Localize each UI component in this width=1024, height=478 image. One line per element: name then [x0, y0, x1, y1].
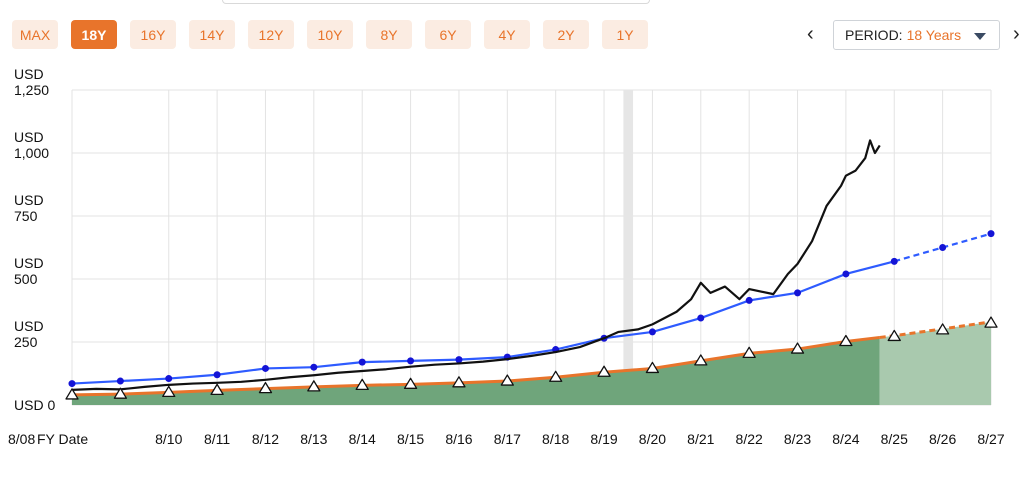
x-axis-title: FY Date	[37, 431, 88, 447]
earnings-marker	[162, 385, 176, 398]
y-tick-label: USD 1,250	[14, 66, 49, 98]
earnings-area	[72, 337, 880, 405]
earnings-marker	[839, 334, 853, 347]
y-tick-label: USD 1,000	[14, 129, 49, 161]
range-button-14y[interactable]: 14Y	[189, 20, 235, 49]
fair-value-point	[697, 314, 705, 322]
range-button-6y[interactable]: 6Y	[425, 20, 471, 49]
y-tick-label: USD 250	[14, 318, 44, 350]
earnings-forecast-area	[879, 321, 991, 405]
range-button-18y[interactable]: 18Y	[71, 20, 117, 49]
range-button-8y[interactable]: 8Y	[366, 20, 412, 49]
fair-value-line	[71, 260, 895, 385]
range-button-10y[interactable]: 10Y	[307, 20, 353, 49]
range-button-12y[interactable]: 12Y	[248, 20, 294, 49]
y-tick-label: USD 750	[14, 192, 44, 224]
fair-value-point	[261, 364, 269, 372]
range-button-4y[interactable]: 4Y	[484, 20, 530, 49]
range-button-1y[interactable]: 1Y	[602, 20, 648, 49]
x-tick-label: 8/15	[397, 431, 424, 447]
recession-band	[623, 90, 634, 405]
earnings-marker	[887, 329, 901, 342]
range-button-2y[interactable]: 2Y	[543, 20, 589, 49]
x-tick-label: 8/26	[929, 431, 956, 447]
x-tick-label: 8/20	[639, 431, 666, 447]
earnings-marker	[65, 388, 79, 400]
period-label: PERIOD:	[845, 27, 903, 43]
earnings-marker	[984, 316, 998, 328]
earnings-marker	[258, 381, 273, 394]
earnings-marker	[935, 323, 950, 335]
earnings-marker	[500, 374, 514, 386]
chevron-right-icon[interactable]: ›	[1013, 23, 1020, 45]
x-tick-label: 8/22	[736, 431, 763, 447]
price-line	[71, 139, 881, 391]
fair-value-point	[116, 377, 124, 385]
range-button-16y[interactable]: 16Y	[130, 20, 176, 49]
fair-value-point	[939, 244, 947, 251]
earnings-marker	[113, 387, 128, 399]
earnings-marker	[790, 342, 805, 354]
fair-value-point	[745, 296, 753, 304]
fair-value-point	[165, 375, 173, 383]
y-tick-label: USD 0	[14, 397, 55, 413]
x-tick-label: 8/10	[155, 431, 182, 447]
x-tick-label: 8/27	[977, 431, 1004, 447]
fair-value-point	[68, 380, 76, 388]
fair-value-point	[794, 289, 802, 297]
fair-value-point	[890, 257, 898, 265]
x-tick-label: 8/17	[494, 431, 521, 447]
y-tick-label: USD 500	[14, 255, 44, 287]
fair-value-point	[455, 356, 463, 364]
fair-value-point	[407, 357, 415, 365]
earnings-marker	[645, 361, 660, 374]
x-tick-label: 8/19	[590, 431, 617, 447]
earnings-marker	[307, 380, 321, 392]
range-toolbar: MAX 18Y 16Y 14Y 12Y 10Y 8Y 6Y 4Y 2Y 1Y	[12, 20, 648, 49]
caret-down-icon	[974, 33, 986, 40]
fair-value-point	[648, 328, 656, 336]
x-tick-label: 8/16	[445, 431, 472, 447]
range-button-max[interactable]: MAX	[12, 20, 58, 49]
period-dropdown[interactable]: PERIOD: 18 Years	[833, 20, 1000, 50]
earnings-marker	[742, 346, 756, 358]
x-tick-label: 8/25	[881, 431, 908, 447]
earnings-marker	[549, 370, 563, 382]
x-tick-label: 8/18	[542, 431, 569, 447]
period-value: 18 Years	[906, 27, 962, 43]
x-tick-label: 8/24	[832, 431, 859, 447]
fair-value-point	[310, 363, 318, 371]
earnings-marker	[694, 354, 708, 366]
x-tick-label: 8/11	[204, 431, 230, 447]
earnings-marker	[355, 378, 369, 390]
chevron-left-icon[interactable]: ‹	[807, 23, 814, 45]
earnings-line	[71, 335, 880, 397]
earnings-marker	[597, 365, 611, 377]
earnings-marker	[452, 376, 466, 388]
x-tick-label: 8/14	[349, 431, 376, 447]
fair-value-point	[213, 371, 221, 379]
x-tick-label: 8/08	[8, 431, 35, 447]
x-tick-label: 8/13	[300, 431, 327, 447]
fair-value-point	[842, 270, 850, 278]
x-tick-label: 8/23	[784, 431, 811, 447]
earnings-marker	[403, 377, 418, 389]
earnings-marker	[210, 383, 224, 396]
x-tick-label: 8/21	[687, 431, 714, 447]
fair-value-point	[987, 230, 995, 238]
x-tick-label: 8/12	[252, 431, 279, 447]
fair-value-point	[358, 358, 366, 366]
